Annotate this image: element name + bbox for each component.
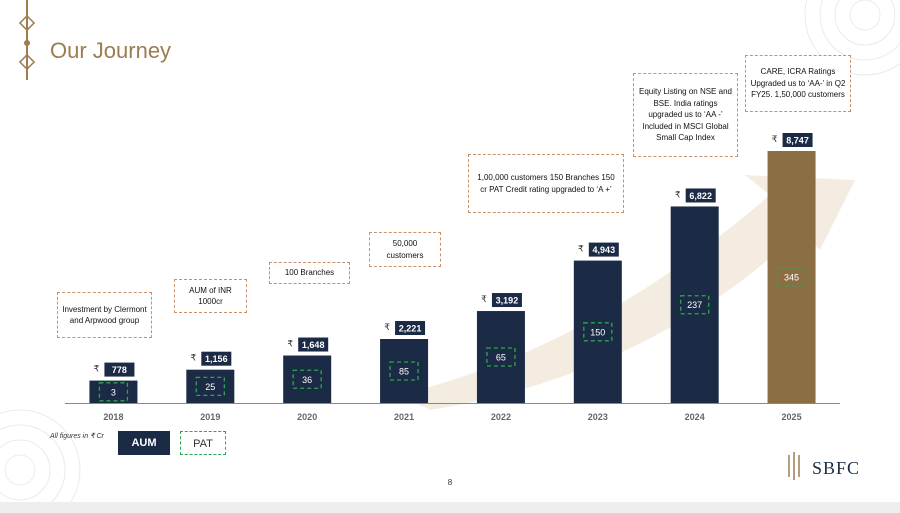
milestone-note-2022: 1,00,000 customers 150 Branches 150 cr P…	[468, 154, 624, 213]
milestone-note-2024: Equity Listing on NSE and BSE. India rat…	[633, 73, 738, 157]
pat-value-label: 150	[590, 327, 605, 337]
aum-bar	[380, 339, 429, 403]
aum-label-box	[588, 242, 619, 257]
milestone-note-2019: AUM of INR 1000cr	[174, 279, 247, 313]
legend-pat: PAT	[180, 431, 226, 455]
category-label: 2019	[200, 412, 220, 422]
aum-value-label: 778	[112, 365, 127, 375]
category-label: 2018	[103, 412, 123, 422]
pat-label-box	[680, 295, 710, 315]
pat-value-label: 237	[687, 300, 702, 310]
aum-bar	[89, 380, 138, 403]
rupee-symbol: ₹	[94, 365, 100, 375]
mandala-bottom-left-icon	[0, 409, 81, 513]
category-label: 2022	[491, 412, 511, 422]
aum-label-box	[104, 362, 135, 377]
aum-label-box	[201, 351, 232, 366]
pat-value-label: 3	[111, 387, 116, 397]
milestone-note-2021: 50,000 customers	[369, 232, 441, 267]
pat-value-label: 65	[496, 353, 506, 363]
pat-label-box	[389, 361, 419, 381]
footer-bar	[0, 502, 900, 513]
aum-label-box	[298, 337, 329, 352]
rupee-symbol: ₹	[287, 340, 293, 350]
aum-value-label: 2,221	[399, 324, 422, 334]
aum-bar	[573, 260, 622, 403]
pat-value-label: 345	[784, 273, 799, 283]
rupee-symbol: ₹	[772, 135, 778, 145]
category-label: 2021	[394, 412, 414, 422]
aum-value-label: 8,747	[786, 136, 809, 146]
aum-bar	[476, 311, 525, 403]
pat-label-box	[98, 382, 129, 402]
aum-value-label: 1,156	[205, 354, 228, 364]
legend-note: All figures in ₹ Cr	[50, 433, 104, 440]
aum-label-box	[782, 133, 813, 147]
aum-bar	[283, 355, 332, 403]
pat-label-box	[195, 376, 225, 396]
rupee-symbol: ₹	[675, 190, 681, 200]
mandala-top-right-icon	[804, 0, 900, 76]
category-label: 2023	[588, 412, 608, 422]
legend-aum: AUM	[118, 431, 170, 455]
sbfc-logo-icon	[788, 452, 800, 480]
category-label: 2020	[297, 412, 317, 422]
rupee-symbol: ₹	[384, 323, 390, 333]
aum-value-label: 3,192	[496, 296, 519, 306]
title-ornament-icon	[18, 0, 36, 80]
pat-value-label: 25	[205, 382, 215, 392]
rupee-symbol: ₹	[578, 245, 584, 255]
growth-arrow-icon	[400, 175, 855, 410]
rupee-symbol: ₹	[190, 354, 196, 364]
milestone-note-2018: Investment by Clermont and Arpwood group	[57, 292, 152, 338]
page-number: 8	[447, 478, 453, 487]
pat-value-label: 85	[399, 367, 409, 377]
pat-label-box	[486, 347, 516, 367]
aum-bar	[767, 151, 816, 403]
aum-bar	[186, 369, 235, 403]
aum-bar	[670, 206, 719, 403]
aum-label-box	[685, 188, 716, 203]
category-label: 2025	[782, 412, 802, 422]
pat-label-box	[292, 369, 322, 389]
pat-label-box	[776, 267, 807, 287]
milestone-note-2025: CARE, ICRA Ratings Upgraded us to ‘AA-’ …	[745, 55, 851, 112]
aum-value-label: 6,822	[689, 191, 712, 201]
rupee-symbol: ₹	[481, 295, 487, 305]
aum-value-label: 4,943	[593, 245, 616, 255]
aum-value-label: 1,648	[302, 340, 325, 350]
pat-value-label: 36	[302, 375, 312, 385]
milestone-note-2020: 100 Branches	[269, 262, 350, 284]
page-title: Our Journey	[50, 38, 172, 63]
category-label: 2024	[685, 412, 705, 422]
aum-label-box	[491, 293, 522, 308]
pat-label-box	[583, 322, 613, 342]
sbfc-logo-text: SBFC	[812, 458, 861, 478]
aum-label-box	[395, 321, 426, 336]
